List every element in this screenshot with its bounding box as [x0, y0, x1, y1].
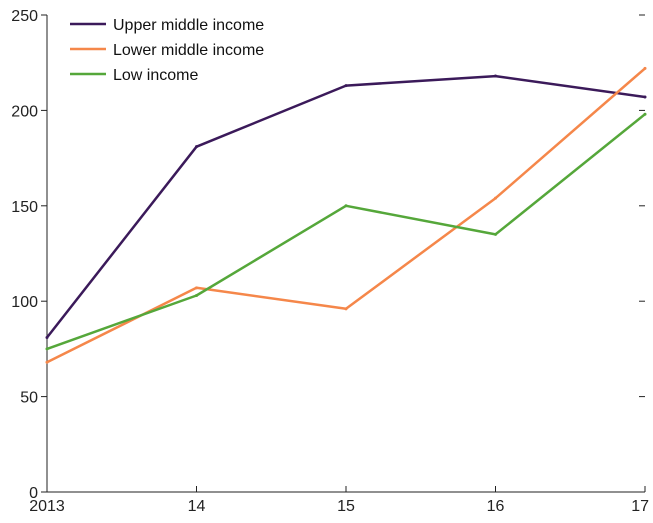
data-point-upper-middle-income: [45, 335, 49, 339]
x-axis-ticks: 2013 14 15 16 17: [29, 486, 649, 515]
data-point-low-income: [45, 347, 49, 351]
y-tick-label: 100: [11, 294, 38, 311]
series-line-lower-middle-income: [45, 67, 647, 364]
y-axis-ticks: 0 50 100 150 200 250: [11, 8, 645, 502]
legend: Upper middle income Lower middle income Lo…: [70, 17, 264, 84]
legend-label: Lower middle income: [113, 42, 264, 59]
data-point-lower-middle-income: [344, 307, 348, 311]
legend-label: Low income: [113, 67, 198, 84]
x-tick-label: 15: [337, 498, 355, 515]
y-tick-label: 50: [20, 390, 38, 407]
series-line-low-income: [45, 112, 647, 351]
data-point-low-income: [195, 293, 198, 297]
data-point-upper-middle-income: [344, 84, 348, 88]
data-point-low-income: [344, 204, 348, 208]
data-point-low-income: [494, 232, 497, 236]
data-point-low-income: [643, 112, 647, 116]
data-point-upper-middle-income: [643, 95, 647, 99]
data-point-lower-middle-income: [45, 360, 49, 364]
x-tick-label: 16: [487, 498, 505, 515]
y-tick-label: 150: [11, 199, 38, 216]
data-point-lower-middle-income: [195, 286, 198, 290]
legend-label: Upper middle income: [113, 17, 264, 34]
data-point-upper-middle-income: [494, 74, 497, 78]
data-point-upper-middle-income: [195, 145, 198, 149]
x-tick-label: 14: [188, 498, 206, 515]
data-point-lower-middle-income: [643, 66, 647, 70]
x-tick-label: 17: [631, 498, 649, 515]
y-tick-label: 250: [11, 8, 38, 25]
series-lines: [45, 66, 647, 364]
y-tick-label: 0: [29, 485, 38, 502]
x-tick-label: 2013: [29, 498, 65, 515]
data-point-lower-middle-income: [494, 196, 497, 200]
y-tick-label: 200: [11, 103, 38, 120]
